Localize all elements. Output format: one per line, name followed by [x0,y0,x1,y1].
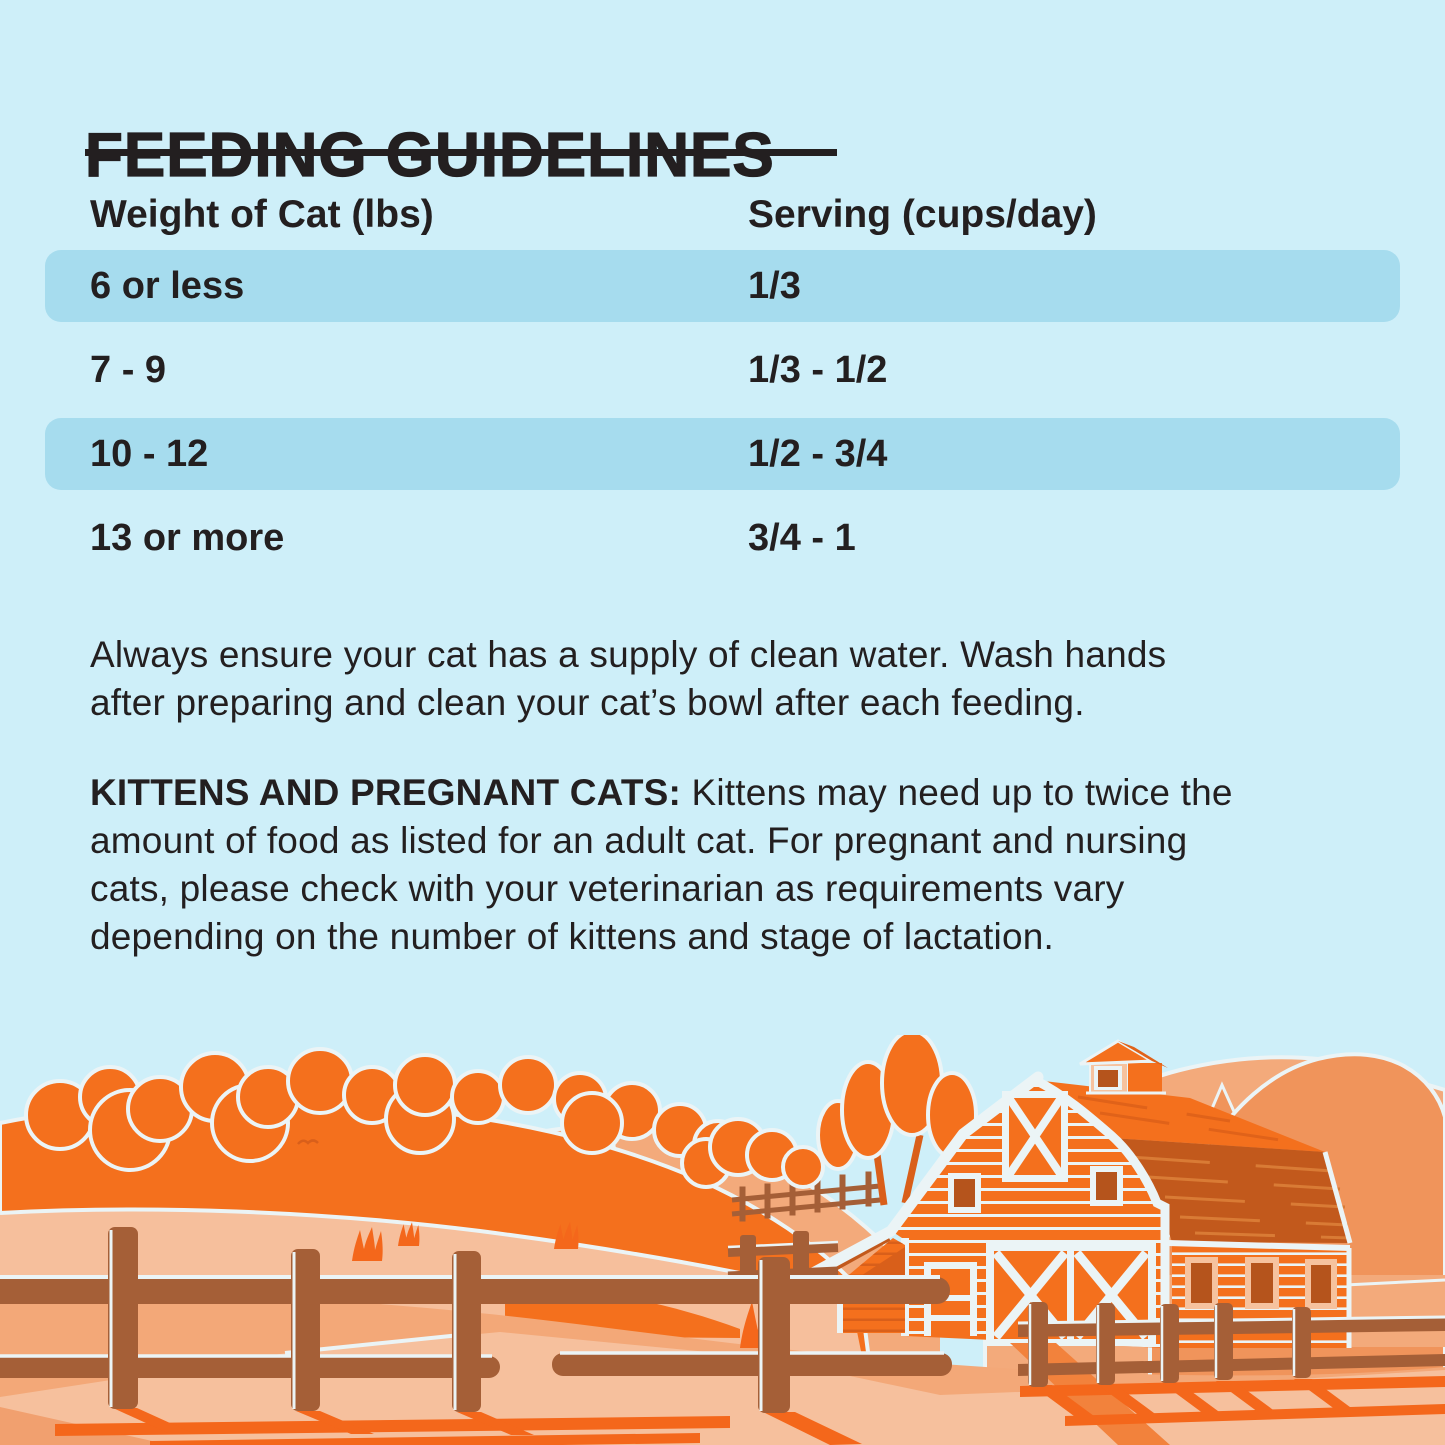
tree-icon [560,1091,624,1155]
facade-window [948,1173,981,1213]
distant-fence [731,1171,881,1222]
tree-icon [393,1053,457,1117]
tree-icon [498,1055,558,1115]
wing-eave-trim [1167,1240,1351,1251]
cupola [1079,1039,1168,1095]
bush-icon [781,1145,825,1189]
bird-icon [297,1139,319,1145]
wing-window [1305,1259,1337,1309]
kittens-note-line: depending on the number of kittens and s… [90,916,1054,957]
fence-post [108,1227,138,1409]
barn-roof-rear-edge [1322,1151,1353,1244]
kittens-note-line: amount of food as listed for an adult ca… [90,820,1188,861]
serving-cell: 1/3 - 1/2 [748,349,888,391]
fence-post [452,1251,481,1412]
title-underline [85,149,837,156]
water-note-line: after preparing and clean your cat’s bow… [90,682,1085,723]
serving-cell: 3/4 - 1 [748,517,856,559]
facade-window [1090,1166,1123,1206]
weight-cell: 13 or more [90,517,285,559]
wing-window [1245,1257,1279,1309]
kittens-note-label: KITTENS AND PREGNANT CATS: [90,772,682,813]
kittens-note-line: cats, please check with your veterinaria… [90,868,1125,909]
fence-post [291,1249,320,1411]
weight-cell: 6 or less [90,265,245,307]
fence-shadows [55,1343,1445,1445]
weight-cell: 10 - 12 [90,433,209,475]
trees [24,1047,744,1172]
hay-loft-window [1002,1091,1068,1182]
barn-roof-white-edge [807,1071,1044,1279]
fence-post [1096,1303,1115,1385]
left-fence [0,1227,952,1413]
tree-icon [286,1047,354,1115]
fence-post [1214,1303,1233,1380]
wing-window [1185,1257,1218,1309]
table-row: 13 or more 3/4 - 1 [45,502,1400,574]
right-band-edge [1344,1278,1445,1287]
tree-icon [450,1069,506,1125]
kittens-note-line1-rest: Kittens may need up to twice the [681,772,1233,813]
fence-post [758,1257,790,1413]
table-row: 6 or less 1/3 [45,250,1400,322]
water-note: Always ensure your cat has a supply of c… [90,631,1166,727]
fence-post [1160,1304,1179,1383]
column-header-serving: Serving (cups/day) [748,193,1097,236]
table-row: 7 - 9 1/3 - 1/2 [45,334,1400,406]
farm-illustration [0,1035,1445,1445]
fence-post [1028,1302,1048,1387]
serving-cell: 1/2 - 3/4 [748,433,888,475]
right-fence [1017,1302,1445,1387]
barn-roof-lower [1112,1138,1350,1243]
column-header-weight: Weight of Cat (lbs) [90,193,434,236]
fence-post [1292,1307,1311,1378]
cupola-roof-side [1118,1041,1168,1068]
barn-roof-upper [1035,1080,1325,1152]
kittens-note: KITTENS AND PREGNANT CATS: Kittens may n… [90,769,1233,961]
water-note-line: Always ensure your cat has a supply of c… [90,634,1167,675]
table-row: 10 - 12 1/2 - 3/4 [45,418,1400,490]
serving-cell: 1/3 [748,265,801,307]
kittens-note-line: KITTENS AND PREGNANT CATS: Kittens may n… [90,769,1233,817]
weight-cell: 7 - 9 [90,349,167,391]
